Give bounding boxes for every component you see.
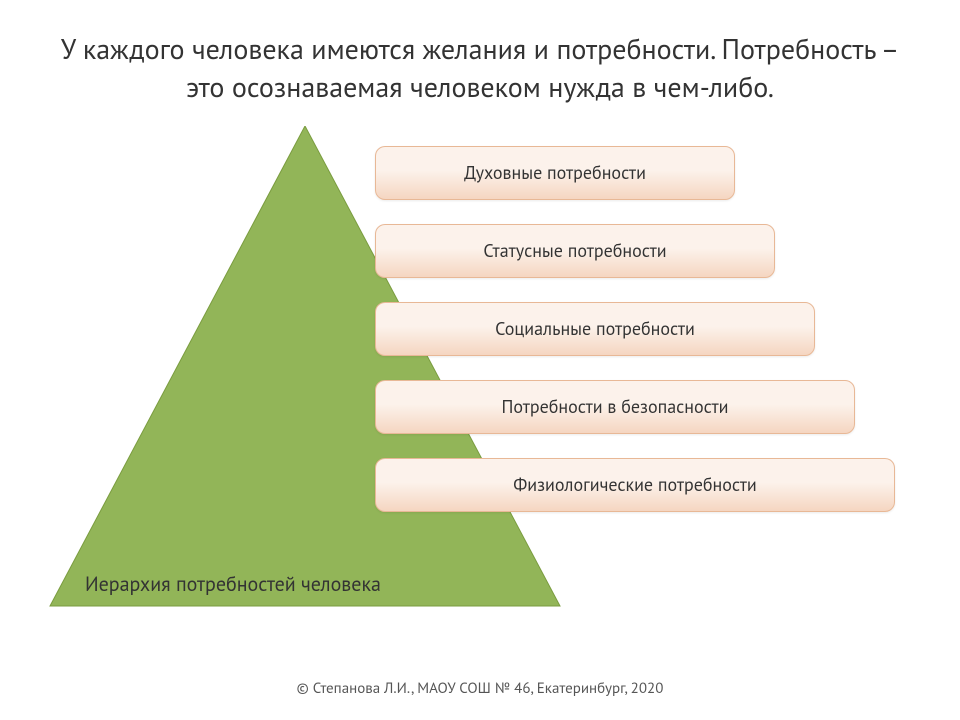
diagram-area: Иерархия потребностей человека Духовные … <box>0 126 960 626</box>
needs-bar-label: Потребности в безопасности <box>502 395 729 418</box>
needs-bar-3: Потребности в безопасности <box>375 380 855 434</box>
footer-credit: © Степанова Л.И., МАОУ СОШ № 46, Екатери… <box>0 679 960 698</box>
pyramid-caption: Иерархия потребностей человека <box>85 571 381 597</box>
needs-bar-label: Статусные потребности <box>483 239 666 262</box>
needs-bar-2: Социальные потребности <box>375 302 815 356</box>
needs-bar-label: Социальные потребности <box>495 317 695 340</box>
needs-bar-4: Физиологические потребности <box>375 458 895 512</box>
needs-bar-0: Духовные потребности <box>375 146 735 200</box>
needs-bar-label: Физиологические потребности <box>513 473 757 496</box>
needs-bar-1: Статусные потребности <box>375 224 775 278</box>
slide-title: У каждого человека имеются желания и пот… <box>0 0 960 126</box>
needs-bar-label: Духовные потребности <box>464 161 646 184</box>
needs-bars: Духовные потребности Статусные потребност… <box>375 146 895 512</box>
